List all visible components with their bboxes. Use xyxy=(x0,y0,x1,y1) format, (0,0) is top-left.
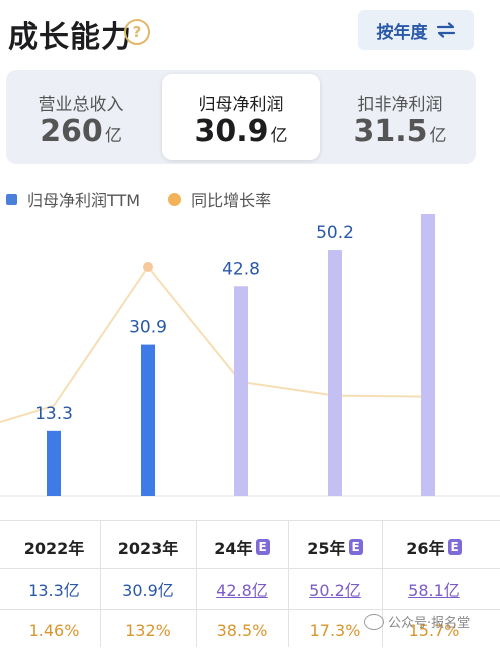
growth-cell: 1.46% xyxy=(28,620,80,640)
year-label: 24年 xyxy=(214,539,253,558)
legend-item-growth[interactable]: 同比增长率 xyxy=(191,191,272,210)
metric-unit: 亿 xyxy=(429,126,447,146)
table-divider xyxy=(0,520,500,521)
bar-value-label: 30.9 xyxy=(129,318,167,338)
profit-bar xyxy=(234,286,248,496)
legend-item-profit[interactable]: 归母净利润TTM xyxy=(27,191,141,210)
bar-value-label: 42.8 xyxy=(222,259,260,279)
metric-label: 扣非净利润 xyxy=(357,95,443,115)
table-divider xyxy=(0,609,500,610)
table-row-growth: 1.46% 132% 38.5% 17.3% 15.7% xyxy=(0,609,500,651)
year-cell: 2023年 xyxy=(102,526,194,568)
year-cell: 24年 E xyxy=(198,526,286,568)
period-toggle-button[interactable]: 按年度 xyxy=(358,10,474,50)
profit-cell: 13.3亿 xyxy=(28,581,80,600)
estimate-badge: E xyxy=(255,539,270,555)
growth-cell: 17.3% xyxy=(309,620,361,640)
metric-label: 归母净利润 xyxy=(198,95,284,115)
estimate-badge: E xyxy=(348,539,363,555)
profit-cell-link[interactable]: 42.8亿 xyxy=(216,581,268,600)
metric-value: 30.9 xyxy=(194,114,269,149)
growth-line xyxy=(0,265,429,423)
metric-tabs: 营业总收入 260 亿 归母净利润 30.9 亿 扣非净利润 31.5 亿 xyxy=(6,70,476,164)
profit-bar xyxy=(141,344,155,496)
profit-cell: 30.9亿 xyxy=(122,581,174,600)
table-column-divider xyxy=(382,520,383,647)
year-label: 25年 xyxy=(307,539,346,558)
watermark-text: 公众号·报名堂 xyxy=(388,616,471,631)
year-label: 2022年 xyxy=(23,539,85,558)
header: 成长能力 ? 按年度 xyxy=(0,0,500,64)
table-column-divider xyxy=(196,520,197,647)
metric-tab-net-profit[interactable]: 归母净利润 30.9 亿 xyxy=(162,74,320,160)
year-cell: 2022年 xyxy=(10,526,98,568)
year-cell: 25年 E xyxy=(290,526,380,568)
growth-cell: 15.7% xyxy=(408,620,460,640)
growth-point xyxy=(143,262,153,272)
table-divider xyxy=(0,568,500,569)
legend-line-swatch xyxy=(168,192,182,206)
metric-tab-deducted-profit[interactable]: 扣非净利润 31.5 亿 xyxy=(324,70,476,164)
metric-value-wrap: 30.9 亿 xyxy=(162,114,320,149)
table-row-profit: 13.3亿 30.9亿 42.8亿 50.2亿 58.1亿 xyxy=(0,568,500,610)
swap-arrows-icon xyxy=(436,22,455,38)
table-column-divider xyxy=(288,520,289,647)
metric-unit: 亿 xyxy=(104,126,122,146)
estimate-badge: E xyxy=(447,539,462,555)
bar-value-label: 50.2 xyxy=(316,223,354,243)
period-toggle-label: 按年度 xyxy=(376,22,428,43)
growth-cell: 38.5% xyxy=(216,620,268,640)
chart-legend: 归母净利润TTM 同比增长率 xyxy=(6,188,271,210)
data-table: 2022年 2023年 24年 E 25年 E 26年 E 13.3亿 30.9亿 4… xyxy=(0,520,500,647)
metric-value: 31.5 xyxy=(353,114,428,149)
metric-value: 260 xyxy=(40,114,103,149)
metric-value-wrap: 31.5 亿 xyxy=(324,114,476,149)
bar-value-label: 13.3 xyxy=(35,404,73,424)
table-row-years: 2022年 2023年 24年 E 25年 E 26年 E xyxy=(0,526,500,568)
year-cell: 26年 E xyxy=(384,526,484,568)
profit-growth-chart: 13.330.942.850.258.1 xyxy=(0,214,500,497)
profit-bar xyxy=(421,214,435,496)
metric-label: 营业总收入 xyxy=(38,95,124,115)
watermark: 公众号·报名堂 xyxy=(364,612,470,631)
profit-cell-link[interactable]: 50.2亿 xyxy=(309,581,361,600)
profit-bar xyxy=(328,250,342,496)
year-label: 26年 xyxy=(406,539,445,558)
year-label: 2023年 xyxy=(117,539,179,558)
profit-cell-link[interactable]: 58.1亿 xyxy=(408,581,460,600)
metric-unit: 亿 xyxy=(270,126,288,146)
growth-cell: 132% xyxy=(125,620,171,640)
help-icon[interactable]: ? xyxy=(124,19,150,45)
wechat-icon xyxy=(364,613,384,630)
metric-value-wrap: 260 亿 xyxy=(6,114,156,149)
profit-bar xyxy=(47,430,61,496)
table-column-divider xyxy=(100,520,101,647)
metric-tab-revenue[interactable]: 营业总收入 260 亿 xyxy=(6,70,156,164)
page-title: 成长能力 xyxy=(8,20,132,55)
legend-bar-swatch xyxy=(6,193,17,205)
